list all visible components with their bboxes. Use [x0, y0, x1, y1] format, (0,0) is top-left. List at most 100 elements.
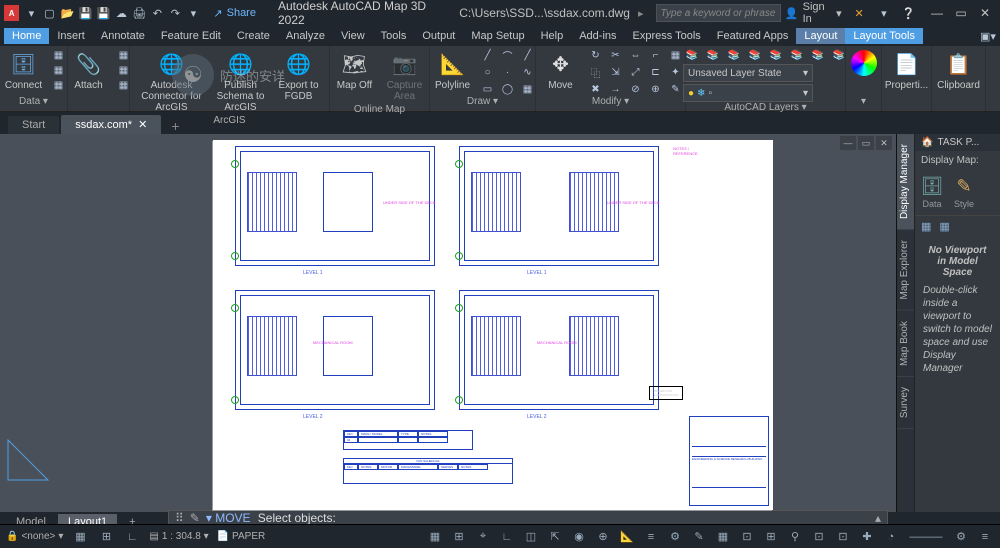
trim-icon[interactable]: ✂: [607, 48, 625, 62]
undo-icon[interactable]: ↶: [149, 5, 165, 21]
attach-button[interactable]: 📎 Attach: [65, 48, 113, 93]
tab-add-button[interactable]: +: [163, 118, 187, 134]
redo-icon[interactable]: ↷: [167, 5, 183, 21]
tab-tools[interactable]: Tools: [373, 28, 415, 44]
help-icon[interactable]: ❔: [901, 5, 916, 21]
sr10-icon[interactable]: ≡: [642, 528, 660, 546]
zoom-slider[interactable]: ———: [906, 528, 946, 546]
mirror-icon[interactable]: ⇔: [627, 48, 645, 62]
layer1-icon[interactable]: 📚: [683, 48, 701, 62]
copy-icon[interactable]: ⿻: [587, 65, 605, 79]
spline-icon[interactable]: ∿: [519, 65, 537, 79]
clipboard-button[interactable]: 📋Clipboard: [935, 48, 983, 93]
arc-icon[interactable]: ⌒: [499, 48, 517, 62]
share-button[interactable]: ↗Share: [213, 7, 256, 20]
misc-icon[interactable]: ╱: [519, 48, 537, 62]
sr12-icon[interactable]: ✎: [690, 528, 708, 546]
sr2-icon[interactable]: ⊞: [450, 528, 468, 546]
connect-button[interactable]: 🗄 Connect: [0, 48, 48, 93]
layer3-icon[interactable]: 📚: [725, 48, 743, 62]
tab-featured[interactable]: Featured Apps: [709, 28, 797, 44]
status-ortho-icon[interactable]: ∟: [123, 528, 141, 546]
close-icon[interactable]: ✕: [974, 4, 996, 22]
sr21-icon[interactable]: ⚙: [952, 528, 970, 546]
sr19-icon[interactable]: ✚: [858, 528, 876, 546]
data-button[interactable]: 🗄Data: [921, 176, 943, 209]
tab-layout[interactable]: Layout: [796, 28, 845, 44]
help-dd-icon[interactable]: ▾: [876, 5, 891, 21]
sr8-icon[interactable]: ⊕: [594, 528, 612, 546]
style-button[interactable]: ✎Style: [953, 176, 975, 209]
map-off-button[interactable]: 🗺 Map Off: [331, 48, 379, 93]
tab-map-setup[interactable]: Map Setup: [463, 28, 532, 44]
sidetab-display-manager[interactable]: Display Manager: [897, 134, 914, 230]
rect-icon[interactable]: ▭: [479, 82, 497, 96]
colorwheel-button[interactable]: [840, 48, 888, 78]
doc-max-icon[interactable]: ▭: [858, 136, 874, 150]
join-icon[interactable]: ⊕: [647, 82, 665, 96]
line-icon[interactable]: ╱: [479, 48, 497, 62]
sidetab-map-explorer[interactable]: Map Explorer: [897, 230, 914, 310]
sr3-icon[interactable]: ⌖: [474, 528, 492, 546]
sr1-icon[interactable]: ▦: [426, 528, 444, 546]
tab-create[interactable]: Create: [229, 28, 278, 44]
open-icon[interactable]: 📂: [59, 5, 75, 21]
sr20-icon[interactable]: ◔: [882, 528, 900, 546]
layer-current-select[interactable]: ●❄▫▾: [683, 84, 813, 102]
arcgis-connector-button[interactable]: 🌐 Autodesk Connector for ArcGIS: [136, 48, 208, 115]
tab-insert[interactable]: Insert: [49, 28, 93, 44]
search-go-icon[interactable]: ▸: [638, 7, 644, 20]
qat-more-icon[interactable]: ▾: [185, 5, 201, 21]
extend-icon[interactable]: →: [607, 82, 625, 96]
sr11-icon[interactable]: ⚙: [666, 528, 684, 546]
ribbon-collapse-icon[interactable]: ▣▾: [980, 28, 996, 44]
status-space[interactable]: 📄 PAPER: [217, 531, 266, 542]
sr7-icon[interactable]: ◉: [570, 528, 588, 546]
point-icon[interactable]: ·: [499, 65, 517, 79]
cmd-expand-icon[interactable]: ▴: [875, 511, 881, 525]
status-grid-icon[interactable]: ▦: [71, 528, 89, 546]
erase-icon[interactable]: ✖: [587, 82, 605, 96]
explode-icon[interactable]: ✦: [667, 65, 685, 79]
drawing-sheet[interactable]: UNDER SIDE OF THE DECK UNDER SIDE OF THE…: [213, 140, 773, 510]
tab-start[interactable]: Start: [8, 116, 59, 134]
tab-home[interactable]: Home: [4, 28, 49, 44]
doc-min-icon[interactable]: —: [840, 136, 856, 150]
layer4-icon[interactable]: 📚: [746, 48, 764, 62]
sr5-icon[interactable]: ◫: [522, 528, 540, 546]
tab-current-file[interactable]: ssdax.com*✕: [61, 115, 161, 134]
hatch-icon[interactable]: ▦: [519, 82, 537, 96]
sr17-icon[interactable]: ⊡: [810, 528, 828, 546]
plot-icon[interactable]: 🖨: [131, 5, 147, 21]
move-button[interactable]: ✥ Move: [537, 48, 585, 93]
sidetab-survey[interactable]: Survey: [897, 377, 914, 429]
stretch-icon[interactable]: ⇲: [607, 65, 625, 79]
tab-view[interactable]: View: [333, 28, 373, 44]
polyline-button[interactable]: 📐 Polyline: [429, 48, 477, 93]
tab-addins[interactable]: Add-ins: [571, 28, 624, 44]
tab-analyze[interactable]: Analyze: [278, 28, 333, 44]
tab-annotate[interactable]: Annotate: [93, 28, 153, 44]
tab-layout-tools[interactable]: Layout Tools: [845, 28, 923, 44]
tool1-icon[interactable]: ▦: [921, 220, 931, 233]
sr9-icon[interactable]: 📐: [618, 528, 636, 546]
sr6-icon[interactable]: ⇱: [546, 528, 564, 546]
arcgis-export-button[interactable]: 🌐 Export to FGDB: [274, 48, 324, 104]
sr16-icon[interactable]: ⚲: [786, 528, 804, 546]
layer6-icon[interactable]: 📚: [788, 48, 806, 62]
scale-icon[interactable]: ⤢: [627, 65, 645, 79]
saveas-icon[interactable]: 💾: [95, 5, 111, 21]
new-icon[interactable]: ▢: [41, 5, 57, 21]
break-icon[interactable]: ⊘: [627, 82, 645, 96]
search-input[interactable]: Type a keyword or phrase: [656, 4, 781, 22]
tab-close-icon[interactable]: ✕: [138, 118, 147, 131]
tool2-icon[interactable]: ▦: [939, 220, 949, 233]
fillet-icon[interactable]: ⌐: [647, 48, 665, 62]
sr4-icon[interactable]: ∟: [498, 528, 516, 546]
customize-icon[interactable]: ≡: [976, 528, 994, 546]
tab-help[interactable]: Help: [533, 28, 572, 44]
home-icon[interactable]: 🏠: [921, 137, 933, 148]
minimize-icon[interactable]: —: [926, 4, 948, 22]
doc-close-icon[interactable]: ✕: [876, 136, 892, 150]
layer7-icon[interactable]: 📚: [809, 48, 827, 62]
